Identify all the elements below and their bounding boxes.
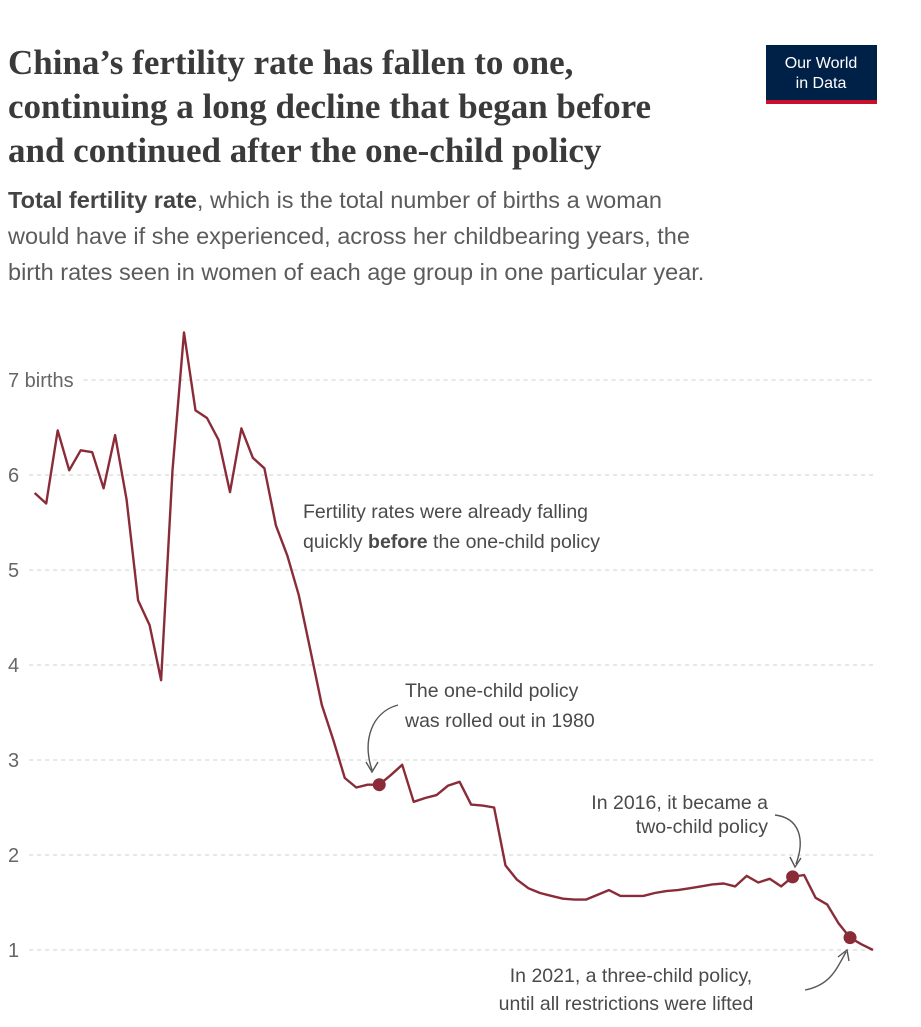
y-tick-label: 1 bbox=[8, 940, 19, 962]
logo-text: in Data bbox=[796, 75, 847, 92]
title-line: and continued after the one-child policy bbox=[8, 131, 602, 170]
data-line bbox=[33, 331, 874, 952]
annotation: In 2016, it became a bbox=[591, 792, 768, 814]
arrow-head bbox=[837, 948, 850, 962]
y-tick-label: 6 bbox=[8, 465, 19, 487]
logo-underline bbox=[766, 100, 877, 104]
annotation-text: quickly bbox=[303, 531, 368, 553]
y-tick-label: 3 bbox=[8, 750, 19, 772]
annotation: In 2021, a three-child policy, bbox=[510, 965, 752, 987]
annotation: two-child policy bbox=[636, 816, 768, 838]
y-tick-label: 4 bbox=[8, 655, 19, 677]
highlight-point bbox=[843, 931, 857, 945]
highlight-point bbox=[372, 778, 386, 792]
subtitle-bold: Total fertility rate bbox=[8, 187, 197, 213]
arrow-head bbox=[365, 761, 379, 774]
annotation-arrow bbox=[804, 951, 847, 991]
annotation-arrow bbox=[774, 814, 801, 865]
logo-text: Our World bbox=[785, 55, 858, 72]
arrow-head bbox=[789, 856, 802, 869]
annotation: The one-child policy bbox=[405, 680, 579, 702]
subtitle-text: , which is the total number of births a … bbox=[197, 187, 662, 213]
subtitle-line: Total fertility rate, which is the total… bbox=[8, 187, 662, 213]
subtitle-line: birth rates seen in women of each age gr… bbox=[8, 259, 704, 285]
annotation: was rolled out in 1980 bbox=[404, 710, 595, 732]
highlight-point bbox=[786, 870, 800, 884]
annotation-arrow bbox=[367, 704, 399, 771]
title-line: China’s fertility rate has fallen to one… bbox=[8, 43, 573, 82]
annotation: Fertility rates were already falling bbox=[303, 501, 588, 523]
title-line: continuing a long decline that began bef… bbox=[8, 87, 651, 126]
annotation-text: Fertility rates were already falling bbox=[303, 501, 588, 523]
annotation: until all restrictions were lifted bbox=[499, 993, 754, 1015]
y-tick-label: 7 births bbox=[8, 370, 74, 392]
annotation-bold: before bbox=[368, 531, 428, 553]
annotation-text: the one-child policy bbox=[428, 531, 601, 553]
logo-box bbox=[766, 45, 877, 100]
subtitle-line: would have if she experienced, across he… bbox=[7, 223, 690, 249]
annotation: quickly before the one-child policy bbox=[303, 531, 600, 553]
y-tick-label: 2 bbox=[8, 845, 19, 867]
y-tick-label: 5 bbox=[8, 560, 19, 582]
